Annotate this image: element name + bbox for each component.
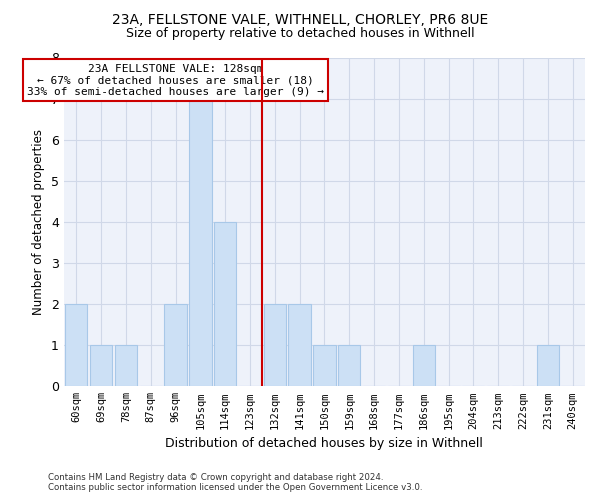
Bar [263, 304, 286, 386]
Bar [313, 345, 335, 387]
Y-axis label: Number of detached properties: Number of detached properties [32, 129, 46, 315]
Bar [164, 304, 187, 386]
Bar [90, 345, 112, 387]
Bar [413, 345, 435, 387]
Bar [65, 304, 88, 386]
Bar [189, 98, 212, 387]
Text: 23A, FELLSTONE VALE, WITHNELL, CHORLEY, PR6 8UE: 23A, FELLSTONE VALE, WITHNELL, CHORLEY, … [112, 12, 488, 26]
Text: Contains HM Land Registry data © Crown copyright and database right 2024.
Contai: Contains HM Land Registry data © Crown c… [48, 473, 422, 492]
Bar [115, 345, 137, 387]
Bar [536, 345, 559, 387]
X-axis label: Distribution of detached houses by size in Withnell: Distribution of detached houses by size … [166, 437, 484, 450]
Bar [289, 304, 311, 386]
Text: Size of property relative to detached houses in Withnell: Size of property relative to detached ho… [125, 28, 475, 40]
Bar [214, 222, 236, 386]
Text: 23A FELLSTONE VALE: 128sqm
← 67% of detached houses are smaller (18)
33% of semi: 23A FELLSTONE VALE: 128sqm ← 67% of deta… [27, 64, 324, 97]
Bar [338, 345, 361, 387]
